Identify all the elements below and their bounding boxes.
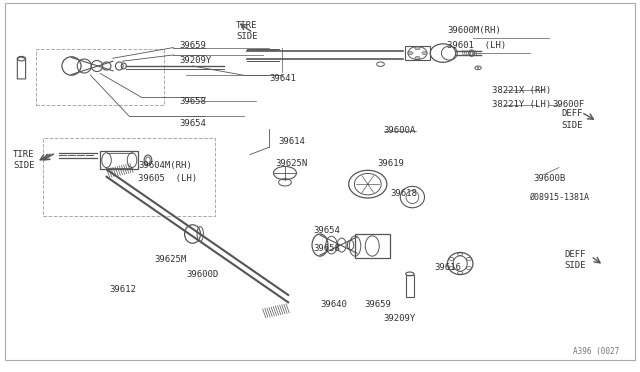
Text: 39659: 39659 bbox=[365, 300, 392, 309]
Circle shape bbox=[422, 52, 427, 55]
Text: 39604M(RH): 39604M(RH) bbox=[138, 161, 192, 170]
Circle shape bbox=[477, 67, 479, 68]
Text: 39654: 39654 bbox=[180, 119, 207, 128]
Bar bbox=[43, 138, 215, 215]
Text: 39600F: 39600F bbox=[552, 100, 585, 109]
Text: 39619: 39619 bbox=[378, 159, 404, 169]
Circle shape bbox=[415, 57, 420, 60]
Text: 39209Y: 39209Y bbox=[384, 314, 416, 323]
Text: 39612: 39612 bbox=[109, 285, 136, 294]
Bar bbox=[404, 46, 430, 61]
Text: 39600B: 39600B bbox=[534, 174, 566, 183]
Text: 39625M: 39625M bbox=[154, 255, 187, 264]
Text: 39640: 39640 bbox=[320, 300, 347, 309]
Text: 39616: 39616 bbox=[435, 263, 461, 272]
Text: 39658: 39658 bbox=[180, 97, 207, 106]
Text: 39618: 39618 bbox=[390, 189, 417, 198]
Text: 39654: 39654 bbox=[314, 226, 340, 235]
Text: 39658: 39658 bbox=[314, 244, 340, 253]
Text: 39600D: 39600D bbox=[186, 270, 218, 279]
Text: 39601  (LH): 39601 (LH) bbox=[447, 41, 507, 50]
Bar bbox=[406, 275, 413, 297]
Text: 39614: 39614 bbox=[278, 137, 305, 146]
Text: DEFF
SIDE: DEFF SIDE bbox=[564, 250, 586, 270]
Bar bbox=[36, 49, 164, 105]
Text: A396 (0027: A396 (0027 bbox=[573, 347, 620, 356]
Text: 39600M(RH): 39600M(RH) bbox=[447, 26, 501, 35]
Text: 39641: 39641 bbox=[269, 74, 296, 83]
Text: 39659: 39659 bbox=[180, 41, 207, 50]
Text: 39625N: 39625N bbox=[275, 159, 308, 169]
Text: 39209Y: 39209Y bbox=[180, 56, 212, 65]
Text: TIRE
SIDE: TIRE SIDE bbox=[13, 150, 35, 170]
Text: Ø08915-1381A: Ø08915-1381A bbox=[531, 193, 590, 202]
Text: 38221X (RH): 38221X (RH) bbox=[492, 86, 551, 94]
Circle shape bbox=[415, 47, 420, 50]
Text: 38221Y (LH): 38221Y (LH) bbox=[492, 100, 551, 109]
Bar bbox=[355, 234, 390, 258]
Text: 39605  (LH): 39605 (LH) bbox=[138, 174, 198, 183]
Bar bbox=[100, 151, 138, 169]
Circle shape bbox=[408, 52, 413, 55]
Text: 39600A: 39600A bbox=[384, 126, 416, 135]
Text: DEFF
SIDE: DEFF SIDE bbox=[561, 109, 582, 129]
Text: TIRE
SIDE: TIRE SIDE bbox=[236, 21, 257, 41]
